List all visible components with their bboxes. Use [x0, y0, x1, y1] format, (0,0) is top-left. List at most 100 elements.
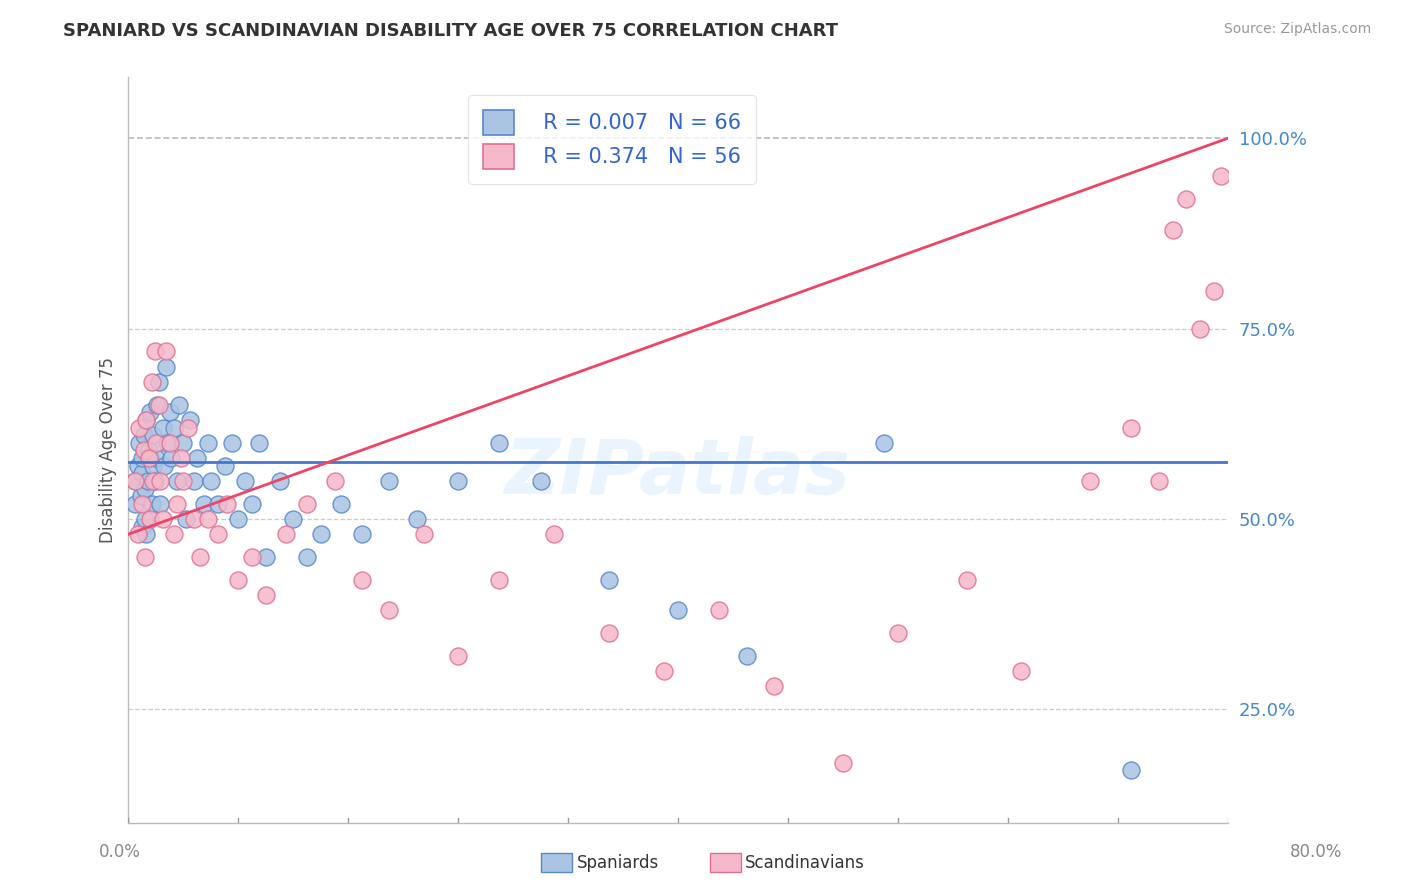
Point	[129, 489, 152, 503]
Point	[156, 435, 179, 450]
Point	[831, 756, 853, 770]
Point	[138, 451, 160, 466]
Point	[170, 451, 193, 466]
Point	[1209, 169, 1232, 184]
Point	[136, 474, 159, 488]
Point	[124, 497, 146, 511]
Point	[153, 458, 176, 473]
Point	[488, 573, 510, 587]
Point	[1189, 321, 1212, 335]
Point	[132, 443, 155, 458]
Point	[1202, 284, 1225, 298]
Point	[197, 512, 219, 526]
Point	[169, 398, 191, 412]
Point	[131, 519, 153, 533]
Point	[159, 435, 181, 450]
Point	[128, 420, 150, 434]
Point	[188, 549, 211, 564]
Legend:   R = 0.007   N = 66,   R = 0.374   N = 56: R = 0.007 N = 66, R = 0.374 N = 56	[468, 95, 756, 184]
Point	[1078, 474, 1101, 488]
Point	[127, 527, 149, 541]
Point	[1121, 763, 1143, 777]
Point	[447, 474, 470, 488]
Point	[207, 497, 229, 511]
Point	[378, 474, 401, 488]
Point	[131, 451, 153, 466]
Point	[350, 573, 373, 587]
Point	[412, 527, 434, 541]
Text: 80.0%: 80.0%	[1291, 843, 1343, 861]
Point	[1121, 420, 1143, 434]
Point	[1010, 664, 1032, 678]
Point	[887, 626, 910, 640]
Point	[254, 588, 277, 602]
Point	[295, 497, 318, 511]
Point	[763, 680, 786, 694]
Point	[221, 435, 243, 450]
Point	[160, 451, 183, 466]
Point	[1147, 474, 1170, 488]
Point	[148, 375, 170, 389]
Point	[124, 474, 146, 488]
Point	[214, 458, 236, 473]
Text: ZIPatlas: ZIPatlas	[505, 436, 851, 510]
Point	[163, 527, 186, 541]
Point	[152, 512, 174, 526]
Point	[283, 512, 305, 526]
Point	[323, 474, 346, 488]
Point	[530, 474, 553, 488]
Point	[143, 474, 166, 488]
Point	[172, 474, 194, 488]
Point	[159, 405, 181, 419]
Point	[172, 435, 194, 450]
Point	[145, 435, 167, 450]
Point	[183, 474, 205, 488]
Point	[149, 474, 172, 488]
Point	[186, 451, 208, 466]
Point	[134, 512, 156, 526]
Point	[166, 497, 188, 511]
Point	[163, 420, 186, 434]
Point	[1161, 223, 1184, 237]
Point	[176, 420, 198, 434]
Point	[134, 482, 156, 496]
Point	[135, 413, 157, 427]
Point	[1175, 192, 1198, 206]
Point	[228, 512, 250, 526]
Point	[152, 420, 174, 434]
Point	[217, 497, 239, 511]
Point	[207, 527, 229, 541]
Point	[276, 527, 298, 541]
Point	[378, 603, 401, 617]
Point	[330, 497, 353, 511]
Point	[139, 405, 162, 419]
Point	[350, 527, 373, 541]
Point	[233, 474, 256, 488]
Point	[141, 497, 163, 511]
Point	[148, 398, 170, 412]
Point	[166, 474, 188, 488]
Point	[197, 435, 219, 450]
Point	[406, 512, 429, 526]
Point	[488, 435, 510, 450]
Point	[174, 512, 197, 526]
Point	[247, 435, 270, 450]
Point	[134, 549, 156, 564]
Point	[142, 428, 165, 442]
Point	[149, 497, 172, 511]
Point	[139, 512, 162, 526]
Point	[142, 458, 165, 473]
Point	[127, 458, 149, 473]
Text: SPANIARD VS SCANDINAVIAN DISABILITY AGE OVER 75 CORRELATION CHART: SPANIARD VS SCANDINAVIAN DISABILITY AGE …	[63, 22, 838, 40]
Point	[132, 428, 155, 442]
Point	[143, 344, 166, 359]
Point	[200, 474, 222, 488]
Point	[955, 573, 977, 587]
Point	[735, 648, 758, 663]
Point	[135, 527, 157, 541]
Point	[228, 573, 250, 587]
Point	[193, 497, 215, 511]
Point	[254, 549, 277, 564]
Text: 0.0%: 0.0%	[98, 843, 141, 861]
Point	[598, 626, 620, 640]
